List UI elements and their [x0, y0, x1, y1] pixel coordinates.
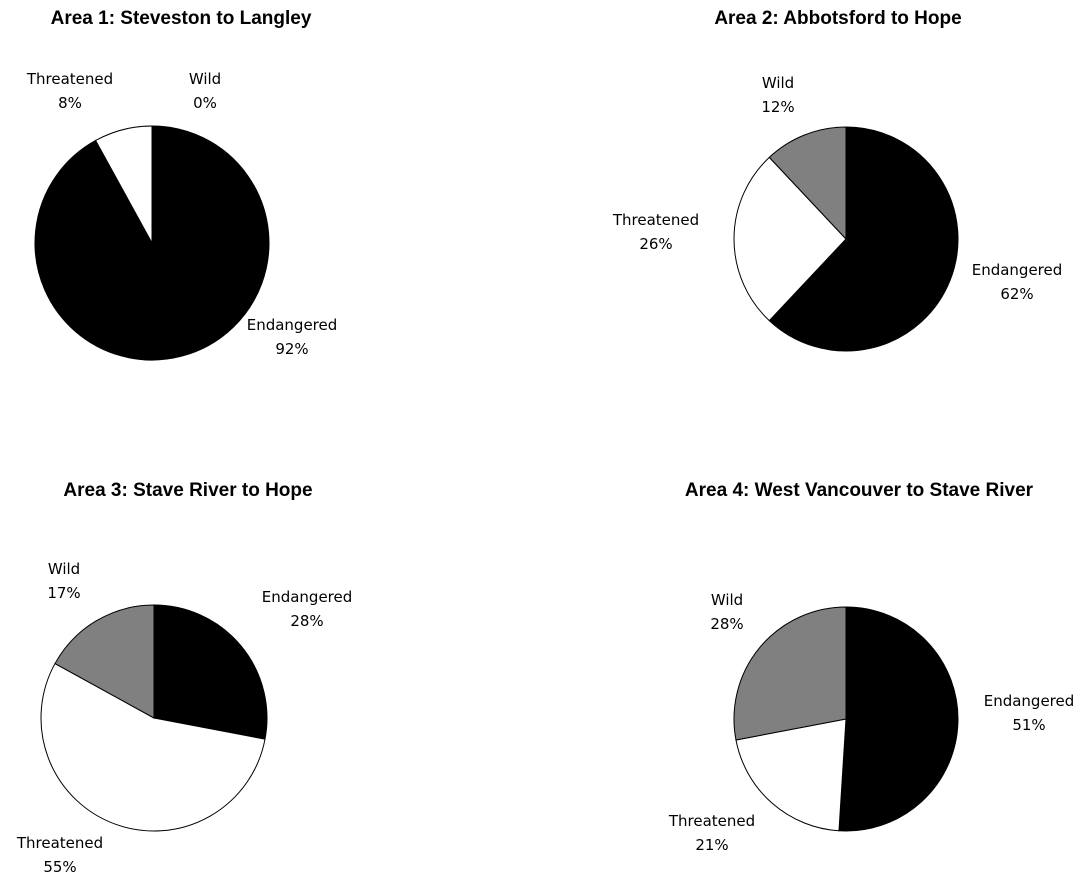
slice-label-threatened: Threatened 21% [668, 812, 755, 854]
slice-label-threatened: Threatened 55% [16, 834, 103, 876]
pie-chart-area-2: Area 2: Abbotsford to Hope Endangered 62% T… [612, 8, 1063, 352]
pie-chart-area-1: Area 1: Steveston to Langley Endangered 92… [26, 8, 338, 361]
slice-threatened [40, 662, 266, 832]
chart-title: Area 2: Abbotsford to Hope [714, 8, 961, 29]
slice-label-endangered: Endangered 28% [262, 588, 353, 630]
chart-title: Area 1: Steveston to Langley [51, 8, 312, 29]
slice-label-wild: Wild 0% [189, 70, 221, 112]
slice-label-threatened: Threatened 26% [612, 211, 699, 253]
slice-wild [768, 126, 847, 241]
slice-label-threatened: Threatened 8% [26, 70, 113, 112]
pie-chart-area-4: Area 4: West Vancouver to Stave River End… [668, 480, 1074, 854]
pie-chart-area-3: Area 3: Stave River to Hope Endangered 28%… [16, 480, 352, 876]
slice-wild [733, 606, 847, 741]
slice-label-wild: Wild 12% [761, 74, 794, 116]
slice-label-wild: Wild 28% [710, 591, 743, 633]
slice-label-endangered: Endangered 62% [972, 261, 1063, 303]
slice-threatened [733, 156, 847, 322]
chart-title: Area 4: West Vancouver to Stave River [685, 480, 1034, 501]
slice-threatened [735, 718, 847, 832]
slice-threatened [94, 125, 153, 244]
slice-label-endangered: Endangered 92% [247, 316, 338, 358]
slice-endangered [153, 604, 268, 740]
slice-label-endangered: Endangered 51% [984, 692, 1075, 734]
slice-endangered [768, 126, 959, 352]
chart-title: Area 3: Stave River to Hope [63, 480, 312, 501]
slice-label-wild: Wild 17% [47, 560, 80, 602]
slice-endangered [838, 606, 959, 832]
slice-wild [54, 604, 155, 719]
